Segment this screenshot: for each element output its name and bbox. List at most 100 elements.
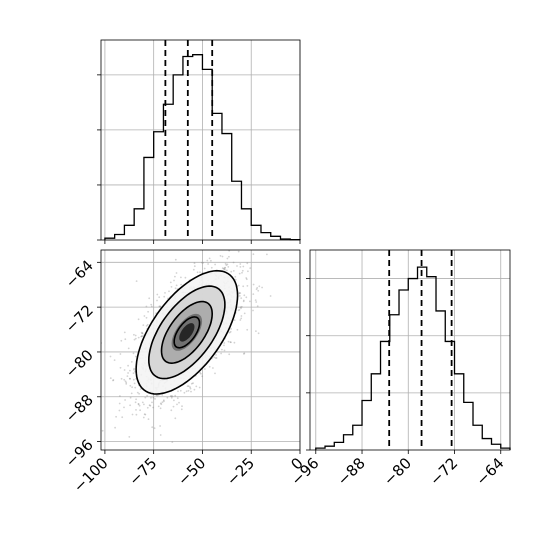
scatter-point <box>252 293 255 295</box>
scatter-point <box>210 266 213 269</box>
scatter-point <box>141 401 144 404</box>
scatter-point <box>146 323 149 326</box>
scatter-point <box>240 297 243 299</box>
scatter-point <box>176 403 178 406</box>
scatter-point <box>170 409 173 412</box>
scatter-point <box>234 278 237 281</box>
scatter-point <box>148 404 151 407</box>
scatter-point <box>243 312 246 315</box>
scatter-point <box>143 315 146 317</box>
density-fill <box>179 323 195 342</box>
scatter-point <box>158 296 161 299</box>
scatter-point <box>131 386 134 389</box>
scatter-point <box>123 331 126 334</box>
scatter-point <box>128 436 131 438</box>
scatter-point <box>146 394 149 397</box>
scatter-point <box>132 378 135 381</box>
scatter-point <box>133 338 136 341</box>
scatter-point <box>169 395 172 397</box>
scatter-point <box>240 317 243 320</box>
scatter-point <box>159 434 162 436</box>
scatter-point <box>238 272 241 275</box>
scatter-point <box>161 393 164 396</box>
scatter-point <box>124 380 127 383</box>
scatter-point <box>189 387 192 390</box>
scatter-point <box>269 295 272 297</box>
scatter-point <box>242 285 245 288</box>
scatter-point <box>238 308 241 311</box>
scatter-point <box>184 276 187 279</box>
scatter-point <box>229 341 232 343</box>
contour-line <box>135 269 239 395</box>
scatter-point <box>150 305 153 308</box>
scatter-point <box>256 287 259 289</box>
scatter-point <box>193 262 196 265</box>
scatter-point <box>193 265 196 268</box>
scatter-point <box>139 388 142 390</box>
y-tick-label: −88 <box>62 391 97 426</box>
scatter-point <box>180 408 183 411</box>
scatter-point <box>152 406 155 409</box>
scatter-point <box>226 235 228 237</box>
scatter-point <box>239 319 242 321</box>
scatter-point <box>212 367 214 369</box>
scatter-point <box>214 357 217 359</box>
scatter-point <box>232 270 235 272</box>
scatter-point <box>255 301 258 303</box>
scatter-point <box>240 315 243 317</box>
scatter-point <box>225 264 228 266</box>
scatter-point <box>237 284 240 287</box>
scatter-point <box>213 356 216 359</box>
scatter-point <box>156 293 159 296</box>
scatter-point <box>181 405 183 408</box>
scatter-point <box>127 364 129 367</box>
scatter-point <box>230 341 232 344</box>
scatter-point <box>145 325 148 327</box>
scatter-point <box>129 369 131 372</box>
scatter-point <box>149 404 152 407</box>
scatter-point <box>242 265 245 268</box>
scatter-point <box>115 415 117 418</box>
histogram-panel-x <box>97 39 301 244</box>
scatter-point <box>151 401 153 404</box>
scatter-point <box>240 305 243 308</box>
scatter-point <box>119 353 122 355</box>
histogram-steps <box>104 54 301 241</box>
scatter-point <box>162 399 165 402</box>
scatter-point <box>206 259 209 262</box>
scatter-point <box>228 255 230 258</box>
scatter-content <box>101 235 300 450</box>
scatter-point <box>245 277 248 279</box>
scatter-point <box>132 352 135 355</box>
scatter-point <box>243 352 246 355</box>
scatter-point <box>142 416 145 419</box>
scatter-point <box>135 398 138 401</box>
scatter-point <box>256 305 259 308</box>
scatter-point <box>134 386 137 389</box>
scatter-point <box>173 279 175 282</box>
scatter-point <box>109 377 112 379</box>
scatter-point <box>233 341 236 344</box>
scatter-point <box>215 246 217 248</box>
scatter-point <box>178 401 180 404</box>
scatter-point <box>195 385 198 388</box>
scatter-point <box>151 426 154 429</box>
scatter-point <box>153 427 156 430</box>
scatter-point <box>159 305 162 308</box>
scatter-point <box>224 262 227 265</box>
scatter-point <box>223 267 225 270</box>
scatter-point <box>156 394 159 397</box>
scatter-point <box>221 348 223 351</box>
scatter-point <box>247 270 249 273</box>
scatter-point <box>246 285 249 287</box>
scatter-point <box>152 396 155 399</box>
scatter-point <box>238 292 241 295</box>
scatter-point <box>140 335 143 337</box>
x-tick-label: −88 <box>334 454 369 489</box>
scatter-point <box>112 379 115 381</box>
x-tick-label: −72 <box>426 454 461 489</box>
scatter-point <box>245 296 248 299</box>
scatter-point <box>164 292 166 294</box>
scatter-point <box>252 253 255 256</box>
scatter-point <box>120 339 123 342</box>
